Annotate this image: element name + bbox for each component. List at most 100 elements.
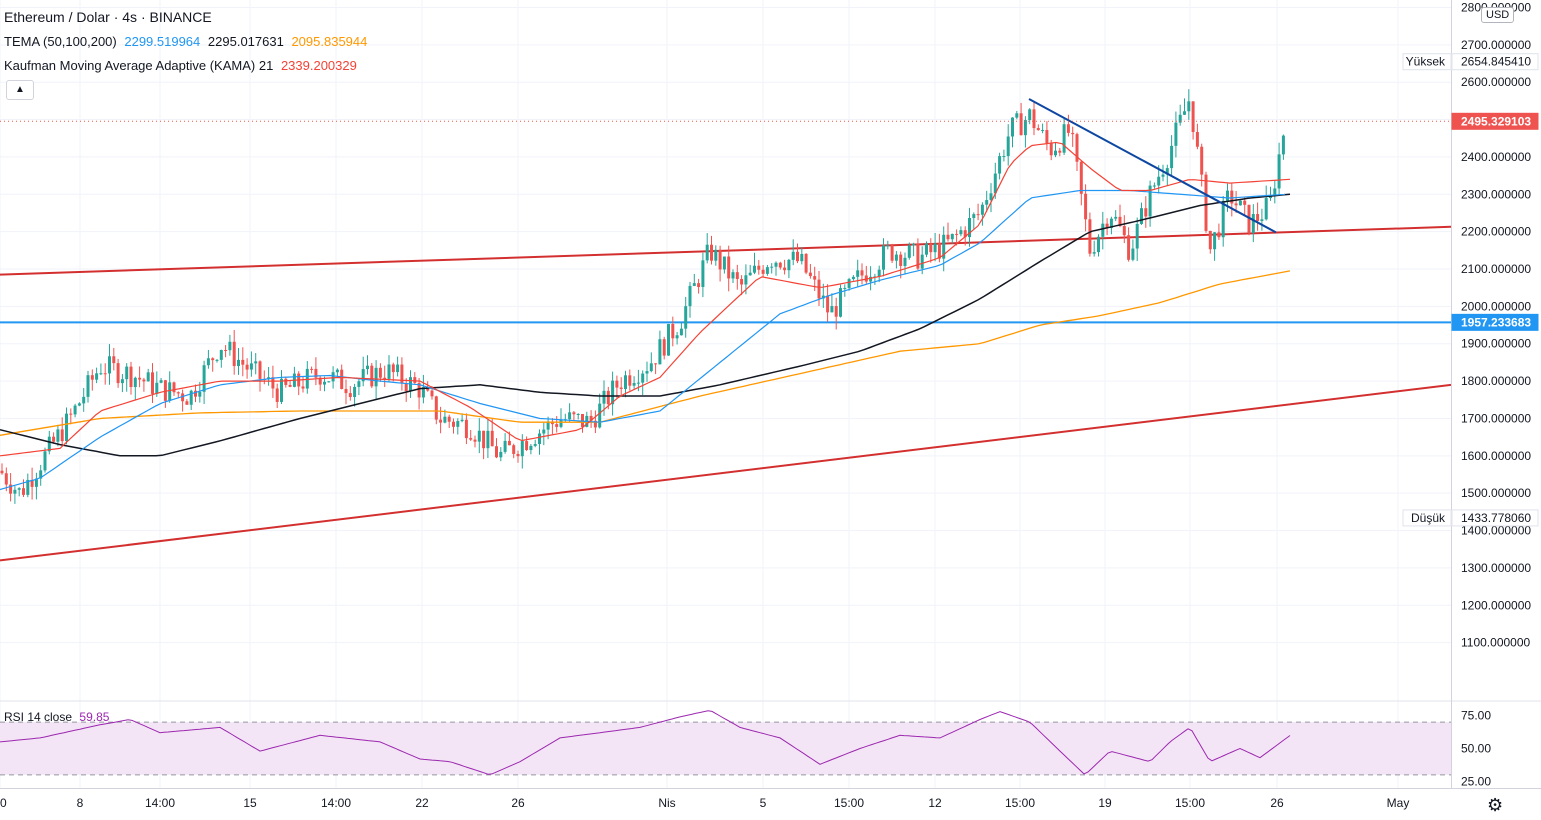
- candle-body: [1243, 200, 1247, 205]
- candle-body: [546, 421, 550, 430]
- candle-body: [1015, 113, 1019, 118]
- candle-body: [34, 478, 38, 487]
- candle-body: [516, 453, 520, 457]
- tema-label: TEMA (50,100,200): [4, 34, 117, 49]
- candle-body: [47, 436, 51, 452]
- y-tick-label: 1800.000000: [1461, 374, 1531, 388]
- candle-body: [955, 233, 959, 235]
- candle-body: [976, 214, 980, 216]
- candle-body: [0, 470, 4, 474]
- currency-badge[interactable]: USD: [1481, 7, 1515, 23]
- candle-body: [318, 377, 322, 385]
- candle-body: [886, 245, 890, 247]
- candle-body: [684, 306, 688, 329]
- candle-body: [1079, 161, 1083, 194]
- candle-body: [778, 262, 782, 268]
- candle-body: [727, 256, 731, 279]
- candle-body: [499, 451, 503, 458]
- candle-body: [387, 364, 391, 379]
- x-tick-label: 5: [760, 796, 767, 810]
- x-tick-label: 12: [928, 796, 942, 810]
- candle-body: [138, 377, 142, 380]
- candle-body: [181, 393, 185, 402]
- candle-body: [206, 358, 210, 366]
- candle-body: [1213, 232, 1217, 250]
- trendline[interactable]: [1028, 98, 1277, 234]
- candle-body: [1011, 117, 1014, 137]
- candle-body: [662, 339, 666, 356]
- candle-body: [232, 341, 236, 367]
- candle-body: [568, 412, 572, 420]
- gear-icon[interactable]: ⚙: [1487, 795, 1504, 815]
- candle-body: [249, 363, 253, 370]
- candle-body: [477, 430, 481, 442]
- price-tag-label-box: [1402, 509, 1452, 527]
- candle-body: [1165, 168, 1169, 175]
- candle-body: [1066, 124, 1070, 133]
- candle-body: [1062, 124, 1066, 153]
- candle-body: [576, 414, 580, 416]
- candle-body: [654, 363, 658, 365]
- candle-body: [1256, 214, 1260, 221]
- candle-body: [275, 388, 279, 402]
- candle-body: [378, 367, 382, 378]
- candle-body: [753, 265, 756, 273]
- candle-body: [1230, 190, 1234, 204]
- candle-body: [555, 424, 559, 427]
- candle-body: [860, 270, 864, 276]
- candle-body: [649, 363, 653, 372]
- tema-legend[interactable]: TEMA (50,100,200) 2299.519964 2295.01763…: [4, 34, 371, 49]
- candle-body: [817, 279, 821, 299]
- channel-lines[interactable]: [0, 225, 1452, 562]
- kama-legend[interactable]: Kaufman Moving Average Adaptive (KAMA) 2…: [4, 58, 361, 73]
- tema-200-line: [0, 270, 1291, 436]
- rsi-legend[interactable]: RSI 14 close 59.85: [4, 710, 109, 724]
- candle-body: [959, 230, 963, 235]
- candle-body: [705, 244, 709, 261]
- candle-body: [675, 335, 679, 339]
- candle-body: [1221, 200, 1225, 238]
- candle-body: [163, 380, 167, 401]
- candle-body: [314, 368, 318, 378]
- candle-body: [353, 386, 357, 398]
- candle-body: [688, 285, 692, 307]
- candle-body: [60, 429, 64, 442]
- candle-body: [1101, 223, 1105, 237]
- candle-body: [692, 283, 696, 286]
- candle-body: [469, 438, 473, 440]
- candle-body: [718, 249, 722, 270]
- candle-body: [228, 341, 232, 351]
- candle-body: [581, 414, 584, 427]
- symbol-title[interactable]: Ethereum / Dolar · 4s · BINANCE: [4, 9, 216, 25]
- candle-body: [1122, 226, 1126, 236]
- candle-body: [830, 306, 834, 313]
- candle-body: [894, 254, 898, 261]
- price-tag-box: [1451, 313, 1539, 331]
- candle-body: [525, 441, 529, 450]
- candle-body: [370, 365, 374, 387]
- candle-body: [757, 265, 761, 270]
- candle-body: [821, 295, 825, 299]
- candle-body: [39, 470, 43, 479]
- candle-body: [1135, 223, 1139, 249]
- candle-body: [439, 419, 443, 423]
- chevron-up-icon[interactable]: ▲: [6, 80, 34, 100]
- candle-body: [1187, 101, 1191, 112]
- y-tick-label: 2600.000000: [1461, 75, 1531, 89]
- candle-body: [942, 234, 946, 259]
- x-tick-label: 15:00: [1175, 796, 1205, 810]
- candle-body: [968, 217, 971, 238]
- x-axis-labels: 00 8 14:00 15 14:00 22 26 Nis 5 15:00 12 15:00 19 15:…: [0, 796, 1409, 810]
- candle-body: [421, 387, 425, 398]
- candlestick-series: [0, 89, 1285, 504]
- candle-body: [787, 259, 791, 271]
- candle-body: [1088, 219, 1092, 254]
- y-tick-label: 1300.000000: [1461, 561, 1531, 575]
- y-tick-label: 1400.000000: [1461, 524, 1531, 538]
- candle-body: [899, 254, 903, 266]
- candle-body: [645, 371, 649, 374]
- tema-value-1: 2299.519964: [124, 34, 201, 49]
- rsi-pane: [0, 700, 1541, 776]
- candle-body: [839, 288, 842, 317]
